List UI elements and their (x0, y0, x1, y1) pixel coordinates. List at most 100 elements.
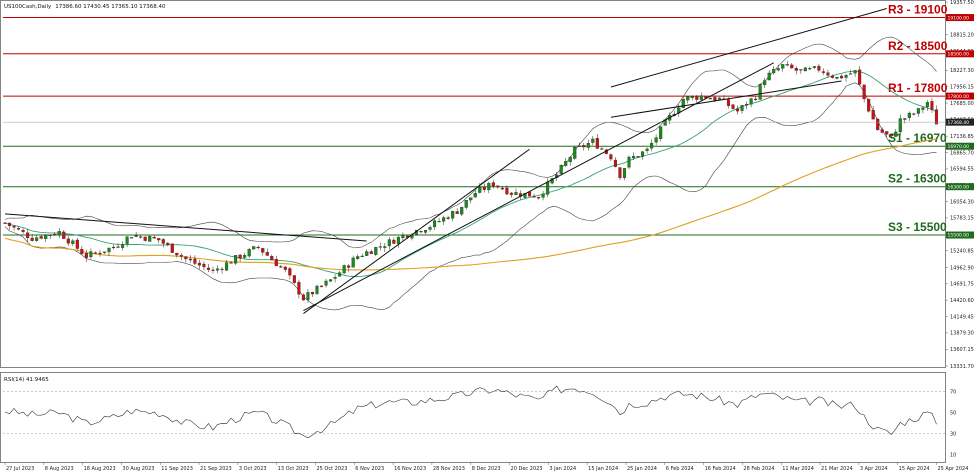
x-tick-label: 11 Mar 2024 (782, 466, 814, 472)
candle-body (365, 251, 369, 256)
x-tick-label: 21 Mar 2024 (821, 466, 853, 472)
candle (645, 147, 649, 154)
candle (338, 270, 342, 277)
candle (808, 66, 812, 71)
candle (690, 95, 694, 101)
candle-body (71, 240, 75, 244)
candle-body (292, 275, 296, 283)
candle (188, 255, 192, 263)
candle-body (279, 266, 283, 268)
x-tick-label: 3 Jan 2024 (549, 466, 576, 472)
candle-body (925, 102, 929, 108)
candle (107, 247, 111, 257)
candle-body (333, 277, 337, 279)
candle (383, 242, 387, 252)
candle (315, 284, 319, 296)
candle-body (202, 263, 206, 268)
candle-body (907, 112, 911, 118)
level-price-badge (946, 14, 974, 22)
candle (514, 188, 518, 196)
candle-body (351, 257, 355, 268)
candle-body (157, 238, 161, 241)
candle-body (921, 107, 925, 110)
candle (17, 226, 21, 231)
level-label: S3 - 15500 (888, 220, 947, 234)
candle (265, 248, 269, 256)
candle-body (35, 237, 39, 241)
y-tick-label: 17685.00 (950, 101, 974, 107)
candle (57, 228, 61, 238)
level-price-badge-text: 19100.00 (948, 15, 970, 21)
candle-body (650, 142, 654, 149)
level-price-badge (946, 92, 974, 100)
candle-body (75, 239, 79, 249)
candle-body (767, 72, 771, 81)
candle-body (631, 156, 636, 159)
candle (749, 97, 753, 108)
candle (161, 238, 165, 248)
level-price-badge-text: 17800.00 (948, 94, 970, 100)
candle-body (839, 75, 844, 79)
candle-body (876, 118, 880, 131)
candle-body (622, 168, 627, 178)
candle (699, 92, 703, 102)
candle-body (862, 84, 866, 100)
candle (464, 200, 468, 210)
candle (256, 245, 260, 250)
candle (541, 190, 545, 201)
current-price-badge (946, 118, 974, 126)
rsi-panel-frame (0, 372, 946, 463)
candle (206, 263, 211, 273)
rsi-line (4, 385, 937, 439)
candle (202, 261, 206, 271)
x-tick-label: 27 Jul 2023 (6, 466, 34, 472)
candle (301, 293, 305, 301)
candle (532, 193, 536, 198)
candle (215, 264, 220, 274)
candle-body (125, 236, 129, 244)
candle (234, 255, 238, 265)
candle (53, 232, 57, 236)
candle-body (211, 269, 215, 271)
candle (862, 84, 866, 103)
candle (98, 250, 102, 257)
candle-body (496, 185, 500, 188)
candle-body (745, 104, 749, 106)
y-tick-label: 16865.70 (950, 150, 974, 156)
candle (297, 279, 301, 299)
candle (799, 69, 803, 74)
candle-body (265, 252, 269, 256)
candle (735, 105, 740, 115)
candle (482, 183, 486, 193)
candle-body (803, 67, 807, 72)
candle (252, 246, 256, 250)
y-tick-label: 13331.70 (950, 364, 974, 370)
rsi-tick-label: 30 (950, 432, 956, 438)
candle (365, 249, 369, 257)
candle (89, 248, 93, 260)
candle-body (781, 64, 785, 69)
candle-body (347, 265, 351, 268)
candle (898, 114, 902, 136)
y-tick-label: 13607.15 (950, 347, 974, 353)
candle (821, 68, 825, 75)
candle-body (66, 238, 70, 244)
candle-body (139, 236, 143, 238)
candle-body (817, 65, 821, 71)
candle-body (423, 230, 428, 233)
candle-body (374, 247, 378, 255)
candle-body (790, 64, 794, 69)
candle-body (600, 148, 604, 150)
candle (35, 234, 39, 242)
candle-body (387, 239, 391, 247)
candle-body (808, 68, 812, 70)
rsi-tick-label: 50 (950, 411, 956, 417)
candle (781, 63, 785, 72)
candle-body (433, 220, 437, 228)
candle (889, 133, 893, 139)
candle-body (844, 74, 848, 78)
candle (374, 246, 378, 257)
candle-body (523, 192, 527, 198)
level-label: S1 - 16970 (888, 131, 947, 145)
candle-body (243, 255, 247, 258)
